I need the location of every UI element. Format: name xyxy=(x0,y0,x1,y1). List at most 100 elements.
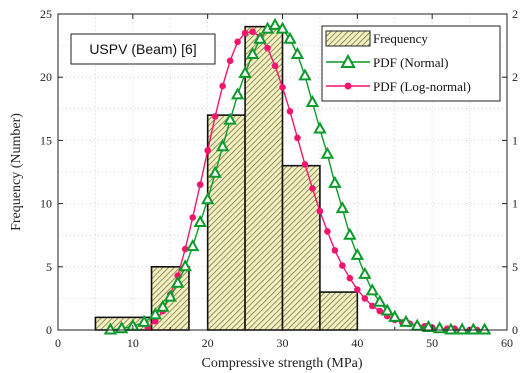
annotation-text: USPV (Beam) [6] xyxy=(89,41,196,57)
normal-point xyxy=(444,322,458,335)
lognormal-point xyxy=(219,82,226,90)
lognormal-point xyxy=(249,28,256,35)
legend-marker-lognormal xyxy=(344,82,352,90)
normal-point xyxy=(358,266,372,279)
x-tick-label: 50 xyxy=(426,336,438,350)
right-axis-ticks: 0 5 1 1 2 2 xyxy=(502,7,518,337)
legend-marker-normal xyxy=(340,53,356,68)
normal-point xyxy=(275,21,290,34)
normal-point xyxy=(208,165,222,178)
x-tick-label: 0 xyxy=(55,336,61,350)
y-tick-label: 25 xyxy=(40,7,52,21)
lognormal-point xyxy=(211,113,219,120)
normal-point xyxy=(223,112,237,125)
legend: Frequency PDF (Normal) PDF (Log-normal) xyxy=(321,25,501,102)
lognormal-point xyxy=(286,108,294,115)
normal-point xyxy=(328,175,342,188)
normal-point xyxy=(313,121,327,134)
annotation-box: USPV (Beam) [6] xyxy=(70,33,216,65)
lognormal-point xyxy=(316,207,324,215)
normal-point xyxy=(163,289,177,302)
normal-point xyxy=(335,201,350,214)
x-axis-ticks: 0 10 20 30 40 50 60 xyxy=(55,14,513,350)
lognormal-point xyxy=(309,185,316,192)
y-tick-label: 10 xyxy=(40,197,52,211)
x-tick-label: 30 xyxy=(277,336,289,350)
right-tick-label: 1 xyxy=(512,133,518,147)
normal-point xyxy=(253,31,267,44)
normal-point xyxy=(200,192,215,205)
y-tick-label: 0 xyxy=(46,323,52,337)
normal-point xyxy=(432,321,447,334)
normal-point xyxy=(193,215,207,228)
lognormal-point xyxy=(354,286,361,293)
normal-point xyxy=(421,319,436,332)
lognormal-point xyxy=(376,307,384,315)
normal-point xyxy=(283,31,297,44)
y-axis-ticks: 0 5 10 15 20 25 xyxy=(40,7,63,337)
normal-point xyxy=(350,247,365,260)
normal-point xyxy=(148,307,162,320)
lognormal-point xyxy=(226,57,234,65)
lognormal-point xyxy=(294,134,301,142)
normal-point xyxy=(178,259,192,272)
normal-point xyxy=(103,322,118,335)
lognormal-point xyxy=(346,274,354,282)
normal-point xyxy=(230,87,245,100)
right-tick-label: 2 xyxy=(512,70,518,84)
lognormal-point xyxy=(301,161,309,168)
lognormal-point xyxy=(324,228,331,235)
normal-point xyxy=(343,227,357,240)
x-tick-label: 40 xyxy=(351,336,363,350)
right-tick-label: 0 xyxy=(512,323,518,337)
normal-point xyxy=(380,303,394,316)
normal-point xyxy=(186,239,200,252)
normal-point xyxy=(410,318,424,331)
lognormal-point xyxy=(279,84,286,91)
normal-point xyxy=(137,314,151,327)
x-axis-title: Compressive strength (MPa) xyxy=(202,356,363,371)
lognormal-point xyxy=(189,214,196,221)
y-tick-label: 15 xyxy=(40,133,52,147)
lognormal-point xyxy=(241,29,249,37)
normal-point xyxy=(373,294,387,307)
normal-point xyxy=(365,283,379,296)
lognormal-point xyxy=(339,262,346,269)
normal-point xyxy=(466,322,481,335)
lognormal-point xyxy=(151,317,159,325)
y-axis-title: Frequency (Number) xyxy=(9,113,24,231)
normal-point xyxy=(399,314,413,327)
legend-label-frequency: Frequency xyxy=(373,31,428,46)
normal-point xyxy=(238,65,252,78)
normal-point xyxy=(305,94,320,107)
lognormal-point xyxy=(361,295,369,302)
x-tick-label: 10 xyxy=(127,336,139,350)
normal-point xyxy=(477,322,492,335)
normal-point xyxy=(320,146,335,159)
y-tick-label: 5 xyxy=(46,260,52,274)
legend-swatch-frequency xyxy=(325,30,371,47)
normal-point xyxy=(171,275,185,288)
normal-point xyxy=(268,17,282,30)
normal-point xyxy=(298,68,312,81)
legend-label-normal: PDF (Normal) xyxy=(373,55,448,70)
right-tick-label: 5 xyxy=(512,260,518,274)
x-tick-label: 20 xyxy=(202,336,214,350)
lognormal-point xyxy=(264,44,271,52)
lognormal-point xyxy=(331,247,339,254)
histogram-bar xyxy=(319,291,359,331)
normal-point xyxy=(245,46,260,59)
lognormal-point xyxy=(271,62,279,70)
lognormal-point xyxy=(369,302,376,310)
lognormal-point xyxy=(196,181,204,188)
lognormal-point xyxy=(174,272,182,279)
normal-point xyxy=(290,46,305,59)
lognormal-point xyxy=(204,147,211,154)
x-tick-label: 60 xyxy=(501,336,513,350)
normal-point xyxy=(455,322,469,335)
pdf-curves xyxy=(103,17,492,335)
lognormal-point xyxy=(234,38,241,46)
normal-point xyxy=(156,299,170,312)
right-tick-label: 1 xyxy=(512,197,518,211)
